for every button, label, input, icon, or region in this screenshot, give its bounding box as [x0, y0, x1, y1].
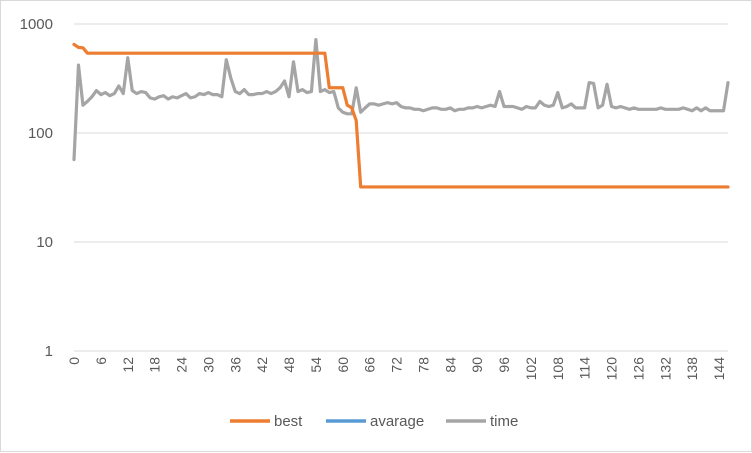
x-axis-tick-labels: 0 6 12 18 24 30 36 42 48 54 60 66 72 78 84 90 96 102 108 11…	[66, 357, 727, 381]
series-line-time	[72, 37, 730, 162]
legend-label-time: time	[490, 413, 518, 430]
legend-label-avarage: avarage	[370, 413, 424, 430]
y-axis-tick-labels: 1 10 100 1000	[20, 16, 53, 360]
x-tick-label: 6	[93, 357, 109, 365]
x-tick-label: 36	[227, 357, 243, 373]
x-tick-label: 126	[630, 357, 646, 381]
x-tick-label: 48	[281, 357, 297, 373]
x-tick-label: 108	[550, 357, 566, 381]
x-tick-label: 72	[389, 357, 405, 373]
x-tick-label: 114	[577, 357, 593, 380]
x-tick-label: 12	[120, 357, 136, 373]
x-tick-label: 78	[415, 357, 431, 373]
legend-label-best: best	[274, 413, 303, 430]
x-tick-label: 42	[254, 357, 270, 373]
x-tick-label: 24	[174, 357, 190, 373]
series-line-best	[72, 42, 730, 189]
x-tick-label: 54	[308, 357, 324, 373]
x-tick-label: 120	[604, 357, 620, 381]
legend: best avarage time	[230, 413, 518, 430]
x-tick-label: 60	[335, 357, 351, 373]
x-tick-label: 132	[657, 357, 673, 381]
x-tick-label: 138	[684, 357, 700, 381]
x-tick-label: 96	[496, 357, 512, 373]
x-tick-label: 90	[469, 357, 485, 373]
series-lines	[72, 37, 730, 189]
x-tick-label: 144	[711, 357, 727, 381]
x-tick-label: 0	[66, 357, 82, 365]
y-tick-label: 10	[36, 234, 53, 251]
x-tick-label: 102	[523, 357, 539, 381]
x-tick-label: 66	[362, 357, 378, 373]
x-tick-label: 30	[200, 357, 216, 373]
x-tick-label: 84	[442, 357, 458, 373]
y-tick-label: 1	[45, 343, 53, 360]
y-tick-label: 1000	[20, 16, 53, 33]
x-tick-label: 18	[147, 357, 163, 373]
y-tick-label: 100	[28, 125, 53, 142]
